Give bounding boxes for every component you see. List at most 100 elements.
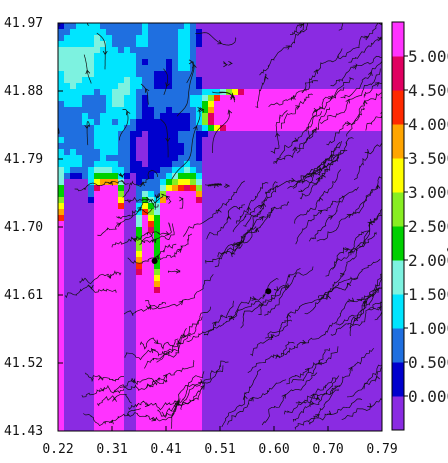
heatmap-cell xyxy=(196,365,203,372)
heatmap-cell xyxy=(118,287,125,294)
heatmap-cell xyxy=(328,221,335,228)
heatmap-cell xyxy=(94,227,101,234)
heatmap-cell xyxy=(268,419,275,426)
heatmap-cell xyxy=(376,65,382,72)
heatmap-cell xyxy=(364,131,371,138)
heatmap-cell xyxy=(58,89,65,96)
heatmap-cell xyxy=(358,161,365,168)
heatmap-cell xyxy=(334,407,341,414)
heatmap-cell xyxy=(196,323,203,330)
heatmap-cell xyxy=(274,29,281,36)
heatmap-cell xyxy=(310,281,317,288)
heatmap-cell xyxy=(208,329,215,336)
heatmap-cell xyxy=(232,275,239,282)
heatmap-cell xyxy=(328,401,335,408)
heatmap-cell xyxy=(238,401,245,408)
heatmap-cell xyxy=(274,317,281,324)
heatmap-cell xyxy=(334,137,341,144)
heatmap-cell xyxy=(148,353,155,360)
heatmap-cell xyxy=(316,59,323,66)
heatmap-cell xyxy=(292,221,299,228)
heatmap-cell xyxy=(232,239,239,246)
heatmap-cell xyxy=(190,245,197,252)
streamline xyxy=(139,222,172,246)
heatmap-cell xyxy=(124,65,131,72)
heatmap-cell xyxy=(88,269,95,276)
streamlines xyxy=(58,23,382,430)
heatmap-cell xyxy=(292,131,299,138)
heatmap-cell xyxy=(340,407,347,414)
heatmap-cell xyxy=(274,347,281,354)
heatmap-cell xyxy=(244,305,251,312)
heatmap-cell xyxy=(340,257,347,264)
heatmap-cell xyxy=(214,161,221,168)
heatmap-cell xyxy=(376,227,382,234)
heatmap-cell xyxy=(196,311,203,318)
heatmap-cell xyxy=(166,365,173,372)
heatmap-cell xyxy=(286,335,293,342)
heatmap-cell xyxy=(142,137,149,144)
heatmap-cell xyxy=(304,383,311,390)
heatmap-cell xyxy=(244,257,251,264)
heatmap-cell xyxy=(64,137,71,144)
heatmap-cell xyxy=(136,95,143,102)
streamline xyxy=(273,111,323,165)
heatmap-cell xyxy=(202,293,209,300)
heatmap-cell xyxy=(376,107,382,114)
heatmap-cell xyxy=(172,263,179,270)
heatmap-cell xyxy=(370,335,377,342)
heatmap-cell xyxy=(124,425,131,431)
heatmap-cell xyxy=(244,59,251,66)
heatmap-cell xyxy=(130,215,137,222)
heatmap-cell xyxy=(250,209,257,216)
heatmap-cell xyxy=(316,287,323,294)
heatmap-cell xyxy=(232,161,239,168)
heatmap-cell xyxy=(172,71,179,78)
heatmap-cell xyxy=(148,65,155,72)
heatmap-cell xyxy=(316,143,323,150)
heatmap-cell xyxy=(256,119,263,126)
heatmap-cell xyxy=(352,257,359,264)
heatmap-cell xyxy=(58,203,65,210)
heatmap-cell xyxy=(58,383,65,390)
heatmap-cell xyxy=(340,119,347,126)
heatmap-cell xyxy=(292,119,299,126)
heatmap-cell xyxy=(118,389,125,396)
heatmap-cell xyxy=(154,341,161,348)
heatmap-cell xyxy=(304,341,311,348)
streamline-arrow xyxy=(349,297,355,302)
heatmap-cell xyxy=(334,359,341,366)
heatmap-cell xyxy=(76,83,83,90)
heatmap-cell xyxy=(352,41,359,48)
heatmap-cell xyxy=(322,317,329,324)
heatmap-cell xyxy=(244,191,251,198)
heatmap-cell xyxy=(334,335,341,342)
streamline-arrow xyxy=(345,98,350,104)
streamline xyxy=(302,149,348,184)
heatmap-cell xyxy=(178,119,185,126)
heatmap-cell xyxy=(76,341,83,348)
heatmap-cell xyxy=(286,275,293,282)
heatmap-cell xyxy=(310,29,317,36)
heatmap-cell xyxy=(208,341,215,348)
heatmap-cell xyxy=(376,23,382,30)
heatmap-cell xyxy=(190,185,197,192)
heatmap-cell xyxy=(280,101,287,108)
heatmap-cell xyxy=(196,245,203,252)
heatmap-cell xyxy=(340,59,347,66)
heatmap-cell xyxy=(142,41,149,48)
heatmap-cell xyxy=(202,323,209,330)
heatmap-cell xyxy=(166,89,173,96)
heatmap-cell xyxy=(232,425,239,431)
heatmap-cell xyxy=(346,107,353,114)
heatmap-cell xyxy=(208,233,215,240)
heatmap-cell xyxy=(112,389,119,396)
heatmap-cell xyxy=(376,371,382,378)
heatmap-cell xyxy=(370,401,377,408)
streamline xyxy=(195,32,237,46)
heatmap-cell xyxy=(364,179,371,186)
heatmap-cell xyxy=(250,317,257,324)
heatmap-cell xyxy=(226,47,233,54)
heatmap-cell xyxy=(340,251,347,258)
y-tick-label: 41.61 xyxy=(4,288,43,303)
